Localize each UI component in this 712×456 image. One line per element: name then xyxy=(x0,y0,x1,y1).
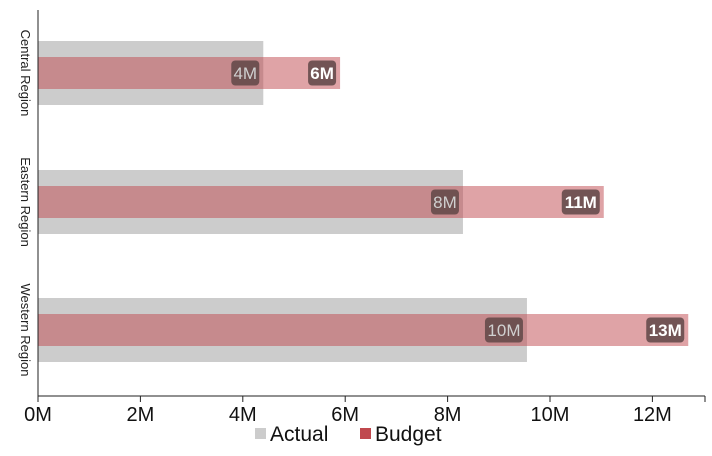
category-label-central-region: Central Region xyxy=(18,30,33,117)
bar-budget-eastern-region xyxy=(38,186,604,218)
category-label-western-region: Western Region xyxy=(18,284,33,377)
x-tick-label-12M: 12M xyxy=(633,404,672,426)
x-tick-label-10M: 10M xyxy=(531,404,570,426)
data-labels-layer: 4M 6M 8M 11M 10M 13M xyxy=(231,60,685,343)
data-label-box-actual-central-region xyxy=(231,60,260,86)
data-label-box-actual-eastern-region xyxy=(430,189,459,215)
category-label-eastern-region: Eastern Region xyxy=(18,157,33,247)
x-tick-label-8M: 8M xyxy=(434,404,462,426)
x-tick-label-6M: 6M xyxy=(331,404,359,426)
x-tick-label-0M: 0M xyxy=(24,404,52,426)
bar-budget-western-region xyxy=(38,314,689,346)
x-tick-label-4M: 4M xyxy=(229,404,257,426)
data-label-budget-eastern-region: 11M xyxy=(565,193,597,212)
legend-swatch-actual xyxy=(255,428,266,439)
data-label-budget-central-region: 6M xyxy=(310,64,334,83)
data-label-box-budget-central-region xyxy=(308,60,337,86)
data-label-budget-western-region: 13M xyxy=(649,321,682,340)
data-label-box-budget-western-region xyxy=(646,317,685,343)
x-ticks-layer: 0M 2M 4M 6M 8M 10M 12M xyxy=(24,396,706,426)
axes-layer xyxy=(37,10,705,397)
data-label-actual-western-region: 10M xyxy=(487,321,520,340)
bar-budget-central-region xyxy=(38,57,341,89)
legend-swatch-budget xyxy=(360,428,371,439)
data-label-box-actual-western-region xyxy=(484,317,523,343)
legend-label-actual: Actual xyxy=(270,423,328,446)
x-tick-label-2M: 2M xyxy=(127,404,155,426)
data-label-actual-central-region: 4M xyxy=(233,64,257,83)
data-label-box-budget-eastern-region xyxy=(561,189,600,215)
bars-layer xyxy=(38,41,689,362)
legend-label-budget: Budget xyxy=(375,423,442,446)
legend: Actual Budget xyxy=(255,423,442,446)
category-labels-layer: Central Region Eastern Region Western Regi… xyxy=(18,30,33,377)
data-label-actual-eastern-region: 8M xyxy=(433,193,457,212)
